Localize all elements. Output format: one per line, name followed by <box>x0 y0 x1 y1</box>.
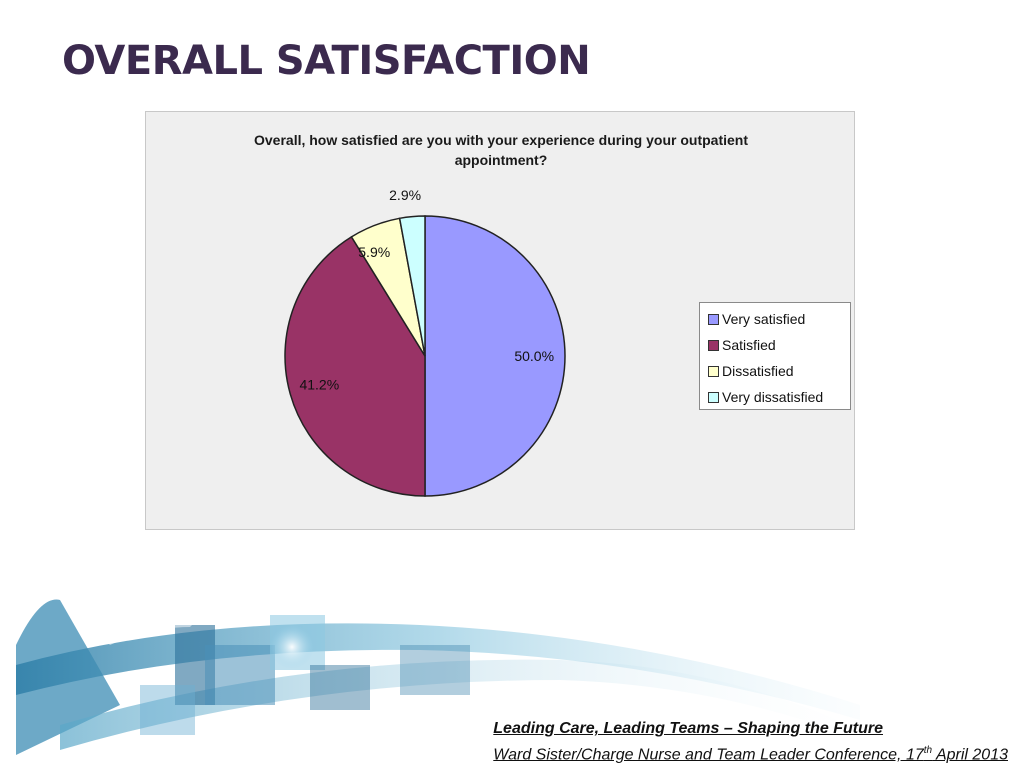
footer-tagline: Leading Care, Leading Teams – Shaping th… <box>493 720 883 737</box>
footer-conference-sup: th <box>923 745 933 756</box>
chart-legend: Very satisfied Satisfied Dissatisfied Very … <box>699 302 851 410</box>
legend-swatch <box>708 313 719 325</box>
legend-item-very-satisfied: Very satisfied <box>708 306 850 332</box>
footer-conference: Ward Sister/Charge Nurse and Team Leader… <box>493 740 1008 766</box>
chart-title: Overall, how satisfied are you with your… <box>146 130 856 170</box>
legend-label: Dissatisfied <box>722 363 794 379</box>
pie-slice-satisfied <box>284 235 426 497</box>
pie-label-satisfied: 41.2% <box>299 376 339 392</box>
legend-label: Very dissatisfied <box>722 389 824 405</box>
legend-label: Very satisfied <box>722 311 806 327</box>
legend-item-dissatisfied: Dissatisfied <box>708 358 850 384</box>
legend-label: Satisfied <box>722 337 776 353</box>
pie-label-dissatisfied: 5.9% <box>358 244 390 260</box>
legend-item-satisfied: Satisfied <box>708 332 850 358</box>
legend-swatch <box>708 365 719 377</box>
footer-conference-text: Ward Sister/Charge Nurse and Team Leader… <box>493 746 924 764</box>
pie-slice-very-satisfied <box>424 215 566 497</box>
pie-chart: 50.0% 41.2% 5.9% 2.9% Overall, how satisfie… <box>145 111 855 530</box>
chart-title-line1: Overall, how satisfied are you with your… <box>254 132 748 148</box>
pie-label-very-satisfied: 50.0% <box>514 348 554 364</box>
pie-chart-svg: 50.0% 41.2% 5.9% 2.9% <box>284 187 566 497</box>
chart-title-line2: appointment? <box>454 152 548 168</box>
footer-conference-date: April 2013 <box>932 746 1008 764</box>
slide-title: OVERALL SATISFACTION <box>62 38 591 84</box>
footer: Leading Care, Leading Teams – Shaping th… <box>493 718 1008 766</box>
pie-slice-very-dissatisfied <box>398 215 426 357</box>
legend-swatch <box>708 391 719 403</box>
decorative-wave-banner <box>16 599 860 755</box>
pie-label-very-dissatisfied: 2.9% <box>389 187 421 203</box>
legend-item-very-dissatisfied: Very dissatisfied <box>708 384 850 410</box>
legend-swatch <box>708 339 719 351</box>
